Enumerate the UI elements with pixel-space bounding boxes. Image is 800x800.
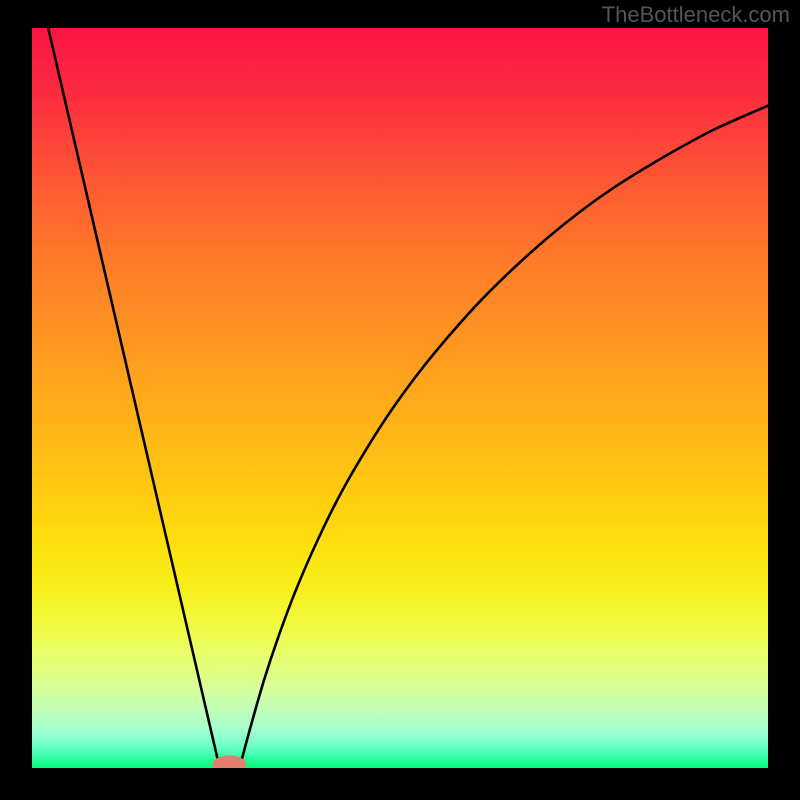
plot-area (32, 28, 768, 768)
watermark-text: TheBottleneck.com (602, 2, 790, 28)
chart-container: TheBottleneck.com (0, 0, 800, 800)
bottleneck-curve-chart (32, 28, 768, 768)
